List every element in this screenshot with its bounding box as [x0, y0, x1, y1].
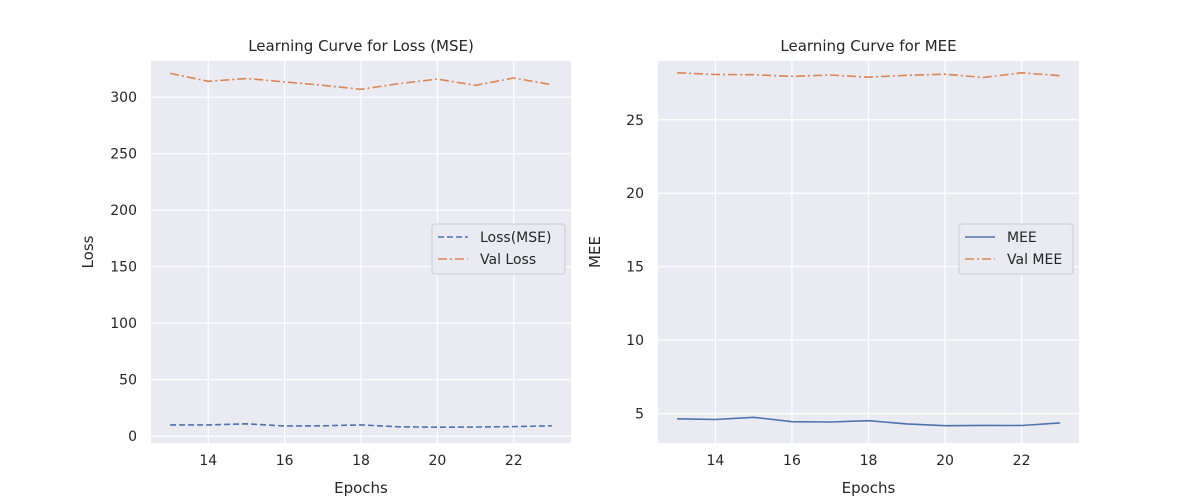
- x-tick-label: 20: [936, 453, 954, 469]
- legend: Loss(MSE) Val Loss: [431, 223, 566, 275]
- y-tick-label: 200: [110, 203, 137, 219]
- legend: MEE Val MEE: [958, 223, 1074, 275]
- series-line-mee: [677, 416, 1060, 427]
- series-line-val-mee: [677, 72, 1060, 79]
- x-tick-label: 20: [428, 453, 446, 469]
- legend-entry: MEE: [1007, 230, 1037, 246]
- x-tick-label: 16: [276, 453, 294, 469]
- x-axis-label: Epochs: [334, 479, 388, 497]
- y-tick-label: 250: [110, 147, 137, 163]
- chart-title: Learning Curve for Loss (MSE): [248, 37, 474, 55]
- y-tick-label: 25: [626, 113, 644, 129]
- x-tick-label: 22: [505, 453, 523, 469]
- y-axis-label: Loss: [79, 235, 97, 268]
- x-tick-label: 22: [1013, 453, 1031, 469]
- chart-panel-2: 14 16 18 20 22 5 10 15 20 25 Learning Curve for ME…: [586, 37, 1079, 497]
- y-tick-label: 150: [110, 260, 137, 276]
- y-tick-label: 100: [110, 316, 137, 332]
- x-tick-label: 18: [352, 453, 370, 469]
- legend-entry: Val Loss: [480, 252, 536, 268]
- y-tick-label: 20: [626, 186, 644, 202]
- chart-title: Learning Curve for MEE: [780, 37, 956, 55]
- series-line-val-loss: [169, 72, 553, 91]
- legend-entry: Val MEE: [1007, 252, 1062, 268]
- y-tick-label: 5: [635, 407, 644, 423]
- legend-entry: Loss(MSE): [480, 230, 551, 246]
- y-tick-label: 0: [128, 429, 137, 445]
- x-axis-label: Epochs: [842, 479, 896, 497]
- x-tick-label: 18: [860, 453, 878, 469]
- y-tick-label: 300: [110, 90, 137, 106]
- chart-panel-1: 14 16 18 20 22 0 50 100 150 200 250 300 Learning Cur…: [79, 37, 571, 497]
- y-tick-label: 10: [626, 333, 644, 349]
- series-line-loss-mse-: [170, 422, 552, 429]
- y-tick-label: 50: [119, 373, 137, 389]
- y-axis-label: MEE: [586, 236, 604, 268]
- x-tick-label: 16: [783, 453, 801, 469]
- x-tick-label: 14: [199, 453, 217, 469]
- x-tick-label: 14: [706, 453, 724, 469]
- y-tick-label: 15: [626, 260, 644, 276]
